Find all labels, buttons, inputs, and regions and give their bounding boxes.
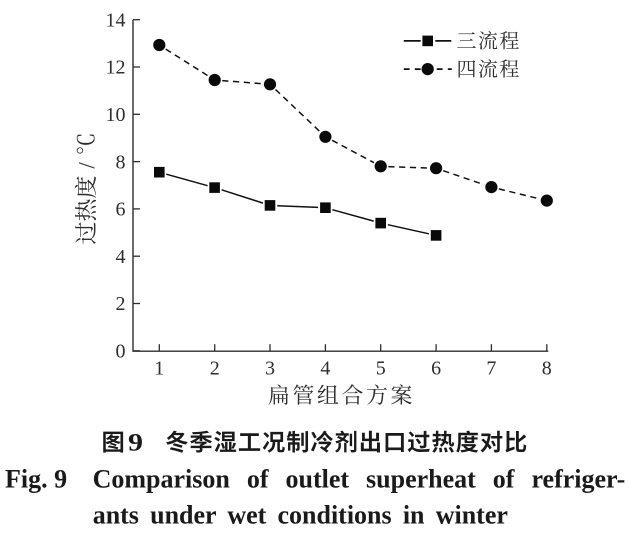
svg-text:10: 10	[106, 104, 126, 126]
svg-text:14: 14	[106, 9, 126, 31]
svg-text:6: 6	[431, 358, 441, 380]
svg-text:4: 4	[320, 358, 330, 380]
svg-text:/: /	[74, 162, 99, 169]
svg-text:2: 2	[116, 293, 126, 315]
svg-text:3: 3	[265, 358, 275, 380]
svg-text:0: 0	[116, 341, 126, 363]
svg-text:9: 9	[128, 430, 143, 457]
svg-text:1: 1	[154, 358, 164, 380]
svg-text:4: 4	[116, 246, 126, 268]
svg-text:8: 8	[116, 151, 126, 173]
svg-text:Fig. 9: Fig. 9	[5, 465, 67, 494]
svg-text:12: 12	[106, 57, 126, 79]
svg-text:5: 5	[376, 358, 386, 380]
svg-text:Comparison of outlet superheat: Comparison of outlet superheat of refrig…	[93, 465, 626, 494]
svg-text:8: 8	[542, 358, 552, 380]
svg-text:ants under wet conditions in w: ants under wet conditions in winter	[93, 500, 508, 529]
svg-text:6: 6	[116, 199, 126, 221]
svg-text:7: 7	[486, 358, 496, 380]
svg-text:2: 2	[210, 358, 220, 380]
